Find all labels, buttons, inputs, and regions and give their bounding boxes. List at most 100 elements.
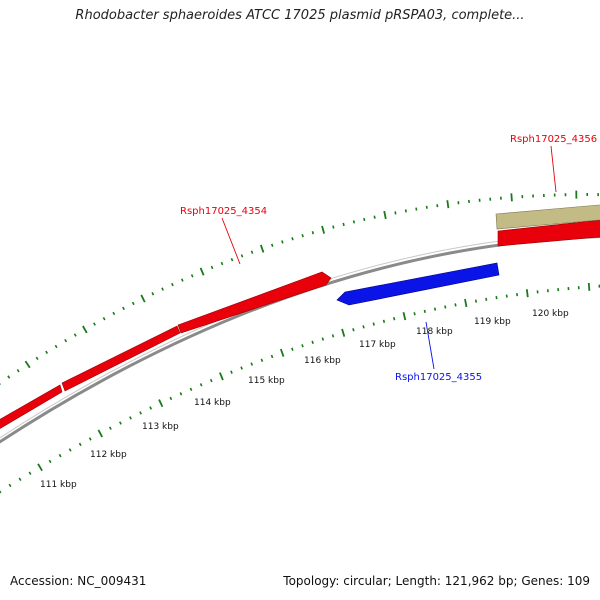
major-tick — [587, 282, 591, 291]
leader-line-4355 — [425, 321, 435, 370]
minor-tick — [18, 477, 22, 481]
gene-label-4354[interactable]: Rsph17025_4354 — [180, 206, 267, 217]
minor-tick — [291, 237, 294, 241]
gene-arrow-forward[interactable] — [61, 325, 181, 392]
leader-line-4354 — [221, 217, 241, 265]
minor-tick — [250, 362, 254, 366]
minor-tick — [149, 406, 153, 410]
minor-tick — [301, 233, 304, 238]
minor-tick — [180, 278, 184, 282]
minor-tick — [171, 282, 174, 287]
major-tick — [402, 312, 407, 321]
minor-tick — [393, 317, 396, 321]
major-tick — [97, 429, 103, 438]
minor-tick — [331, 334, 335, 338]
minor-tick — [382, 319, 386, 323]
major-tick — [383, 210, 387, 220]
minor-tick — [93, 322, 96, 326]
minor-tick — [415, 207, 418, 211]
minor-tick — [433, 307, 437, 311]
minor-tick — [139, 411, 142, 415]
minor-tick — [454, 303, 457, 307]
major-tick — [446, 200, 450, 209]
major-tick — [82, 325, 88, 334]
minor-tick — [73, 333, 77, 337]
kbp-label: 114 kbp — [194, 398, 231, 408]
minor-tick — [210, 265, 214, 270]
backbone-inner — [0, 231, 600, 439]
kbp-label: 118 kbp — [416, 327, 453, 337]
minor-tick — [423, 309, 426, 314]
minor-tick — [16, 368, 20, 373]
major-tick — [259, 244, 265, 253]
minor-tick — [444, 305, 447, 309]
minor-tick — [88, 437, 92, 441]
minor-tick — [151, 292, 155, 296]
minor-tick — [119, 421, 122, 425]
minor-tick — [7, 375, 11, 379]
inner-tick-ring — [0, 282, 600, 494]
minor-tick — [112, 311, 116, 316]
minor-tick — [189, 387, 193, 391]
minor-tick — [58, 453, 62, 458]
minor-tick — [363, 217, 366, 222]
gene-arrow-reverse[interactable] — [336, 262, 500, 306]
major-tick — [321, 225, 326, 234]
minor-tick — [332, 225, 335, 229]
major-tick — [140, 294, 146, 303]
minor-tick — [281, 240, 284, 244]
gene-label-4356[interactable]: Rsph17025_4356 — [510, 134, 597, 145]
minor-tick — [199, 383, 203, 387]
minor-tick — [301, 344, 304, 348]
gene-arrow-forward[interactable] — [177, 271, 332, 334]
minor-tick — [321, 337, 325, 341]
leader-line-4356 — [550, 145, 557, 193]
minor-tick — [220, 261, 224, 266]
minor-tick — [352, 220, 356, 224]
minor-tick — [129, 416, 132, 420]
minor-tick — [352, 328, 355, 332]
map-title: Rhodobacter sphaeroides ATCC 17025 plasm… — [75, 8, 525, 23]
minor-tick — [270, 243, 274, 247]
minor-tick — [250, 250, 254, 254]
minor-tick — [78, 442, 82, 447]
minor-tick — [240, 254, 244, 258]
kbp-label: 113 kbp — [142, 422, 179, 432]
gene-label-4355[interactable]: Rsph17025_4355 — [395, 372, 482, 383]
minor-tick — [394, 211, 397, 215]
major-tick — [219, 372, 224, 381]
minor-tick — [291, 347, 294, 351]
gene-arrow-other[interactable] — [495, 204, 600, 230]
minor-tick — [230, 257, 234, 262]
minor-tick — [68, 448, 72, 452]
minor-tick — [102, 316, 106, 321]
kbp-label: 117 kbp — [359, 340, 396, 350]
major-tick — [525, 289, 529, 298]
kbp-label: 116 kbp — [304, 356, 341, 366]
major-tick — [510, 193, 513, 202]
minor-tick — [179, 392, 183, 396]
minor-tick — [28, 471, 32, 475]
accession-text: Accession: NC_009431 — [10, 574, 147, 588]
backbone-outer — [0, 234, 600, 444]
major-tick — [464, 298, 468, 308]
minor-tick — [342, 222, 345, 227]
minor-tick — [413, 312, 416, 316]
major-tick — [199, 267, 205, 276]
gene-arrow-forward[interactable] — [497, 219, 600, 247]
minor-tick — [362, 325, 365, 329]
gene-arrow-forward[interactable] — [0, 384, 63, 432]
minor-tick — [270, 354, 274, 359]
outer-tick-ring — [0, 190, 599, 385]
kbp-label: 120 kbp — [532, 309, 569, 319]
minor-tick — [48, 459, 52, 464]
minor-tick — [311, 340, 314, 345]
minor-tick — [35, 356, 39, 361]
major-tick — [341, 328, 346, 337]
minor-tick — [131, 301, 135, 306]
major-tick — [37, 463, 43, 472]
kbp-label: 119 kbp — [474, 317, 511, 327]
minor-tick — [54, 344, 58, 349]
